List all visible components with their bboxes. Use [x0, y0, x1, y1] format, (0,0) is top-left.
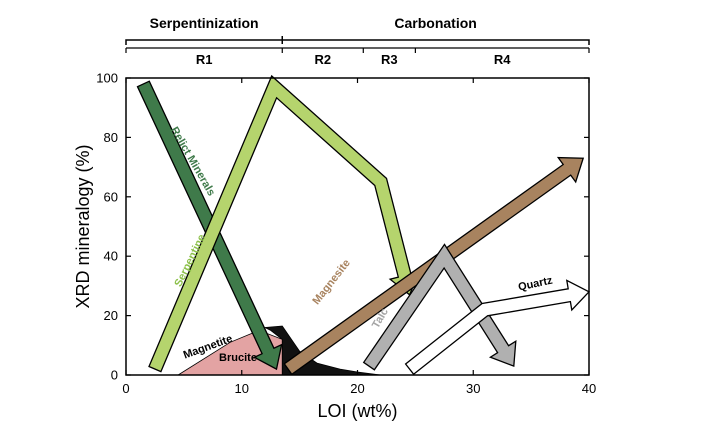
axes-layer: 0 10 20 30 40 0 20 40 60 80 100 LOI (wt%) XRD minera…	[73, 71, 596, 422]
plot-frame	[125, 77, 590, 376]
x-axis-title: LOI (wt%)	[317, 401, 397, 421]
x-tick-label: 20	[350, 381, 364, 396]
magnesite-label: Magnesite	[310, 257, 353, 307]
y-tick-label: 100	[96, 71, 118, 86]
region-label: R1	[196, 52, 213, 67]
region-label: R4	[494, 52, 511, 67]
y-axis-title: XRD mineralogy (%)	[73, 144, 93, 308]
talc-arrow	[362, 243, 517, 371]
y-tick-label: 40	[104, 249, 118, 264]
y-tick-label: 20	[104, 308, 118, 323]
quartz-label: Quartz	[517, 274, 554, 293]
y-tick-label: 60	[104, 189, 118, 204]
quartz-arrow	[404, 279, 591, 376]
x-tick-label: 10	[235, 381, 249, 396]
arrows-layer	[136, 74, 591, 376]
y-tick-label: 0	[111, 368, 118, 383]
stage-label: Serpentinization	[150, 15, 259, 31]
x-tick-label: 30	[466, 381, 480, 396]
y-tick-label: 80	[104, 130, 118, 145]
x-tick-label: 0	[122, 381, 129, 396]
region-label: R2	[314, 52, 331, 67]
x-tick-label: 40	[582, 381, 596, 396]
stage-label: Carbonation	[394, 15, 476, 31]
brucite-label: Brucite	[219, 352, 257, 364]
stage-brackets: Serpentinization Carbonation R1 R2 R3 R4	[125, 15, 590, 67]
stage-bracket	[125, 39, 590, 45]
region-label: R3	[381, 52, 398, 67]
